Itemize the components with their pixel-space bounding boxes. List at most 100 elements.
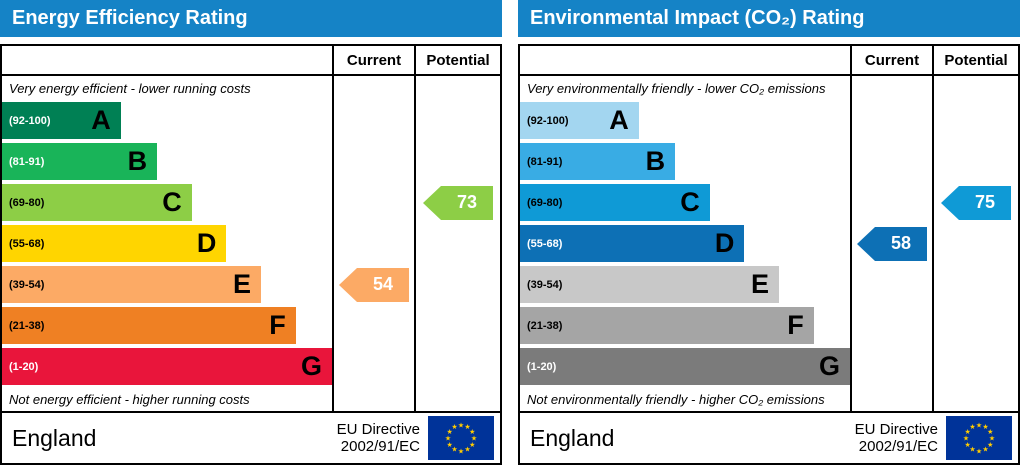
band-range: (92-100) <box>9 114 51 127</box>
band-bar-a: (92-100) A <box>2 102 121 139</box>
svg-text:★: ★ <box>458 421 464 429</box>
environmental-impact-panel: Environmental Impact (CO₂) Rating Curren… <box>518 0 1020 465</box>
svg-text:★: ★ <box>965 428 971 436</box>
svg-text:★: ★ <box>471 434 477 442</box>
svg-text:★: ★ <box>451 446 457 454</box>
svg-text:★: ★ <box>987 428 993 436</box>
eu-directive-label: EU Directive 2002/91/EC <box>854 421 938 455</box>
svg-text:★: ★ <box>963 434 969 442</box>
band-letter: E <box>233 269 252 299</box>
potential-column-header: Potential <box>426 51 490 69</box>
potential-column-header: Potential <box>944 51 1008 69</box>
svg-text:★: ★ <box>989 434 995 442</box>
band-row-f: (21-38) F <box>2 305 500 346</box>
svg-text:★: ★ <box>982 423 988 431</box>
band-row-c: (69-80) C 75 <box>520 182 1018 223</box>
footer-row: England EU Directive 2002/91/EC ★ ★ ★ ★ ★ ★… <box>520 411 1018 463</box>
svg-text:★: ★ <box>969 446 975 454</box>
rating-table: Current Potential Very environmentally f… <box>518 44 1020 465</box>
band-range: (81-91) <box>527 155 563 168</box>
potential-rating-arrow: 75 <box>941 185 1011 220</box>
svg-text:★: ★ <box>458 447 464 455</box>
band-range: (81-91) <box>9 155 45 168</box>
band-bar-c: (69-80) C <box>520 184 710 221</box>
svg-text:★: ★ <box>451 423 457 431</box>
band-letter: A <box>609 105 629 135</box>
band-row-c: (69-80) C 73 <box>2 182 500 223</box>
bottom-caption-row: Not energy efficient - higher running co… <box>2 387 500 411</box>
band-range: (55-68) <box>9 237 45 250</box>
band-bar-d: (55-68) D <box>520 225 745 262</box>
eu-flag-icon: ★ ★ ★★ ★★ ★★ ★★ ★★ <box>946 416 1012 460</box>
top-caption-row: Very energy efficient - lower running co… <box>2 76 500 100</box>
top-caption-row: Very environmentally friendly - lower CO… <box>520 76 1018 100</box>
band-letter: B <box>645 146 666 176</box>
top-caption: Very environmentally friendly - lower CO… <box>520 76 852 100</box>
svg-text:★: ★ <box>469 441 475 449</box>
eu-directive-label: EU Directive 2002/91/EC <box>336 421 420 455</box>
band-bar-f: (21-38) F <box>2 307 296 344</box>
band-letter: D <box>196 228 217 258</box>
arrow-point <box>857 226 875 261</box>
svg-text:★: ★ <box>976 447 982 455</box>
eu-flag-icon: ★ ★ ★★ ★★ ★★ ★★ ★★ <box>428 416 494 460</box>
band-row-e: (39-54) E <box>520 264 1018 305</box>
band-row-g: (1-20) G <box>2 346 500 387</box>
band-row-b: (81-91) B <box>2 141 500 182</box>
panel-title-bar: Energy Efficiency Rating <box>0 0 502 37</box>
svg-text:★: ★ <box>976 421 982 429</box>
band-letter: E <box>751 269 770 299</box>
potential-rating-value: 75 <box>959 185 1011 220</box>
band-letter: C <box>162 187 182 217</box>
svg-text:★: ★ <box>987 441 993 449</box>
panel-title: Energy Efficiency Rating <box>12 7 248 29</box>
svg-text:★: ★ <box>982 446 988 454</box>
region-label: England <box>12 424 97 451</box>
top-caption: Very energy efficient - lower running co… <box>2 76 334 100</box>
band-range: (39-54) <box>527 278 563 291</box>
current-rating-value: 58 <box>875 226 927 261</box>
band-range: (21-38) <box>527 319 563 332</box>
band-range: (1-20) <box>527 360 557 373</box>
band-row-a: (92-100) A <box>2 100 500 141</box>
band-bar-e: (39-54) E <box>2 266 262 303</box>
band-letter: G <box>300 351 322 381</box>
band-range: (69-80) <box>527 196 563 209</box>
current-rating-arrow: 58 <box>857 226 927 261</box>
band-row-f: (21-38) F <box>520 305 1018 346</box>
svg-text:★: ★ <box>965 441 971 449</box>
footer-row: England EU Directive 2002/91/EC ★ ★ ★ ★ ★ ★… <box>2 411 500 463</box>
band-header-cell <box>520 46 852 74</box>
band-row-e: (39-54) E 54 <box>2 264 500 305</box>
band-range: (92-100) <box>527 114 569 127</box>
column-header-row: Current Potential <box>2 46 500 76</box>
svg-text:★: ★ <box>464 423 470 431</box>
band-letter: D <box>714 228 735 258</box>
band-bar-a: (92-100) A <box>520 102 639 139</box>
band-letter: F <box>787 310 804 340</box>
band-range: (39-54) <box>9 278 45 291</box>
band-range: (55-68) <box>527 237 563 250</box>
band-letter: B <box>127 146 148 176</box>
svg-text:★: ★ <box>447 428 453 436</box>
band-letter: A <box>91 105 111 135</box>
current-rating-arrow: 54 <box>339 267 409 302</box>
bottom-caption: Not environmentally friendly - higher CO… <box>520 387 852 411</box>
arrow-point <box>941 185 959 220</box>
svg-text:★: ★ <box>464 446 470 454</box>
energy-efficiency-panel: Energy Efficiency Rating Current Potenti… <box>0 0 502 465</box>
band-row-d: (55-68) D <box>2 223 500 264</box>
band-row-a: (92-100) A <box>520 100 1018 141</box>
panel-title-bar: Environmental Impact (CO₂) Rating <box>518 0 1020 37</box>
band-bar-d: (55-68) D <box>2 225 227 262</box>
svg-text:★: ★ <box>969 423 975 431</box>
current-column-header: Current <box>334 46 416 74</box>
svg-text:★: ★ <box>469 428 475 436</box>
rating-table: Current Potential Very energy efficient … <box>0 44 502 465</box>
band-header-cell <box>2 46 334 74</box>
region-label: England <box>530 424 615 451</box>
band-bar-e: (39-54) E <box>520 266 780 303</box>
band-bar-b: (81-91) B <box>2 143 158 180</box>
band-bar-g: (1-20) G <box>520 348 850 385</box>
